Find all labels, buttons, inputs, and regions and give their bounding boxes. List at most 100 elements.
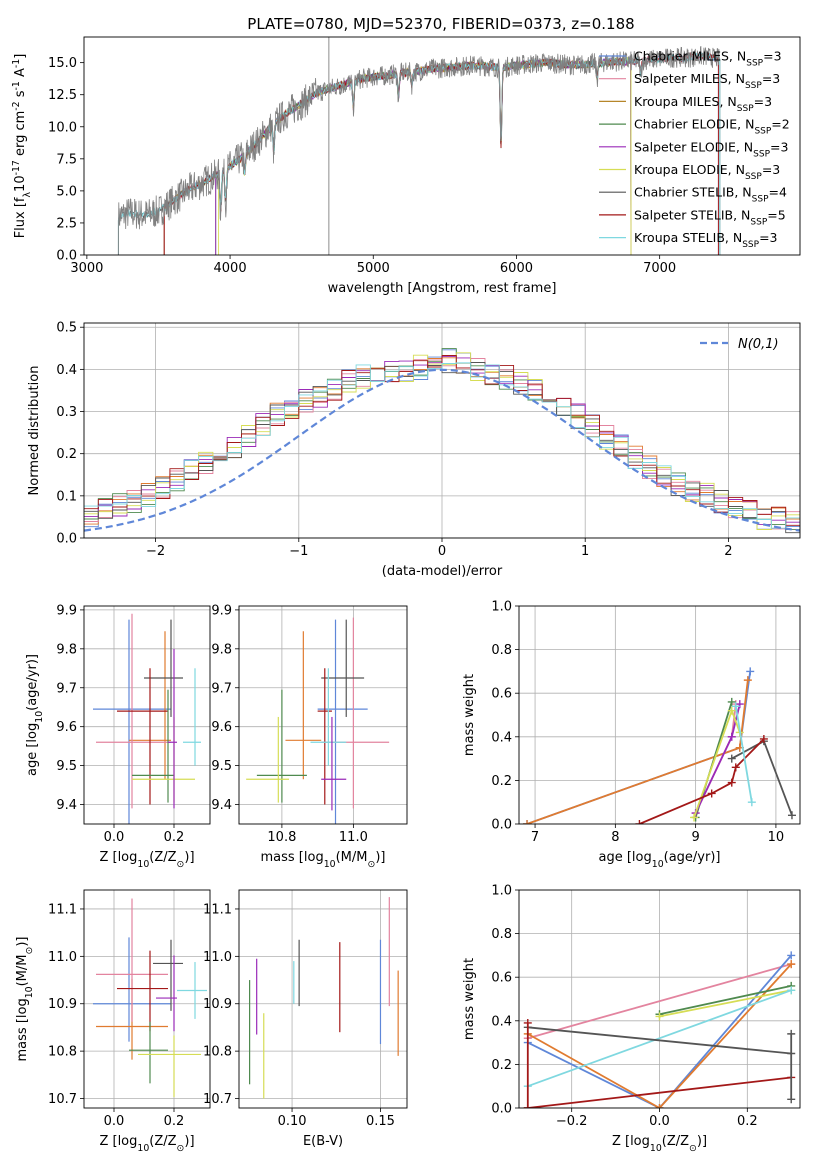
- errorbar-point: [96, 898, 168, 1022]
- errorbar-point: [132, 689, 174, 803]
- y-tick-label: 0.2: [491, 774, 512, 789]
- y-axis-label: Flux [fλ10-17 erg cm-2 s-1 A-1]: [11, 54, 33, 239]
- y-tick-label: 9.5: [211, 759, 232, 774]
- series-line: [527, 963, 792, 1108]
- series-marker: [759, 734, 768, 743]
- x-tick-label: −1: [289, 544, 308, 559]
- axes-frame: [83, 605, 211, 825]
- y-tick-label: 0.2: [56, 447, 77, 462]
- y-tick-label: 0.4: [491, 1014, 512, 1029]
- y-axis-label: Normed distribution: [27, 366, 42, 496]
- axes-frame: [83, 36, 801, 256]
- errorbar-point: [177, 962, 207, 1019]
- x-tick-label: 0.2: [164, 1114, 185, 1129]
- x-axis-label: E(B-V): [303, 1134, 343, 1149]
- series-marker: [747, 798, 756, 807]
- legend: N(0,1): [700, 337, 779, 352]
- y-tick-label: 9.9: [211, 603, 232, 618]
- errorbar-point: [317, 619, 368, 824]
- y-tick-label: 9.8: [211, 642, 232, 657]
- y-tick-label: 1.0: [491, 600, 512, 615]
- axes-frame: [238, 605, 408, 825]
- series-marker: [743, 676, 752, 685]
- x-tick-label: 0.0: [104, 1114, 125, 1129]
- normal-curve: [84, 368, 800, 532]
- x-tick-label: 7000: [643, 261, 676, 276]
- figure-title: PLATE=0780, MJD=52370, FIBERID=0373, z=0…: [247, 15, 634, 33]
- errorbar-point: [317, 668, 332, 805]
- y-tick-label: 9.6: [56, 720, 77, 735]
- series-marker: [655, 1104, 664, 1108]
- errorbar-point: [285, 631, 322, 780]
- y-tick-label: 7.5: [56, 152, 77, 167]
- x-tick-label: 2: [724, 544, 732, 559]
- errorbar-point: [138, 1035, 201, 1098]
- errorbar-point: [168, 648, 177, 809]
- y-tick-label: 11.1: [48, 902, 77, 917]
- axes-age_vs_mass: 10.8 11.0 9.4 9.5 9.6 9.7 9.8 9.9 mass [log10(M/…: [211, 603, 408, 870]
- legend-label: Chabrier ELODIE, NSSP=2: [634, 117, 790, 137]
- plot-area: [84, 606, 210, 824]
- axes-residuals: −2 −1 0 1 2 0.0 0.1 0.2 0.3 0.4 0.5 (data-model)/er…: [27, 321, 801, 579]
- x-axis-label: (data-model)/error: [382, 564, 503, 579]
- x-axis-label: Z [log10(Z/Z⊙)]: [99, 850, 194, 870]
- axes-mass_vs_Z: 0.0 0.2 10.7 10.8 10.9 11.0 11.1 Z [log10(Z/Z⊙)…: [15, 889, 211, 1154]
- series-line: [734, 706, 753, 803]
- series-marker: [655, 1012, 664, 1021]
- axes-spectrum: 3000 4000 5000 6000 7000 0.0 2.5 5.0 7.5 10.0 12.5…: [11, 36, 801, 296]
- series-marker: [787, 811, 796, 820]
- errorbar-point: [310, 668, 347, 766]
- y-tick-label: 9.9: [56, 603, 77, 618]
- residual-histogram-line: [84, 362, 800, 534]
- x-tick-label: 0.10: [278, 1114, 307, 1129]
- axes-mass_vs_EBV: 0.10 0.15 10.7 10.8 10.9 11.0 11.1 E(B-V): [203, 889, 408, 1149]
- y-tick-label: 0.4: [56, 363, 77, 378]
- errorbar-point: [156, 955, 177, 1032]
- series-line: [659, 985, 792, 1016]
- series-marker: [727, 732, 736, 741]
- axes-weight_vs_Z: −0.2 0.0 0.2 0.0 0.2 0.4 0.6 0.8 1.0 Z [log10(Z/Z…: [462, 884, 801, 1154]
- axes-frame: [83, 889, 211, 1109]
- x-tick-label: 1: [581, 544, 589, 559]
- y-tick-label: 9.4: [211, 798, 232, 813]
- residual-histogram-line: [84, 362, 800, 534]
- y-tick-label: 0.0: [491, 1102, 512, 1117]
- y-tick-label: 9.5: [56, 759, 77, 774]
- series-marker: [707, 789, 716, 798]
- x-tick-label: 7: [531, 830, 539, 845]
- series-line: [527, 1026, 792, 1055]
- y-tick-label: 0.2: [491, 1058, 512, 1073]
- plot-area: [239, 890, 407, 1108]
- series-marker: [735, 700, 744, 709]
- y-tick-label: 0.8: [491, 927, 512, 942]
- x-tick-label: 3000: [70, 261, 103, 276]
- x-axis-label: age [log10(age/yr)]: [599, 850, 721, 870]
- errorbar-point: [183, 668, 201, 766]
- x-axis-label: Z [log10(Z/Z⊙)]: [612, 1134, 707, 1154]
- plot-area: [519, 890, 800, 1108]
- y-tick-label: 11.0: [203, 950, 232, 965]
- x-tick-label: −0.2: [556, 1114, 588, 1129]
- series-line: [527, 1076, 792, 1108]
- axes-frame: [238, 889, 408, 1109]
- y-tick-label: 10.7: [203, 1092, 232, 1107]
- x-axis-label: Z [log10(Z/Z⊙)]: [99, 1134, 194, 1154]
- errorbar-point: [129, 1021, 168, 1084]
- legend-label: Salpeter MILES, NSSP=3: [634, 71, 780, 91]
- x-tick-label: 10: [768, 830, 785, 845]
- x-tick-label: 11.0: [339, 830, 368, 845]
- series-line: [659, 989, 792, 1018]
- plot-area: [117, 37, 721, 255]
- y-tick-label: 10.8: [48, 1045, 77, 1060]
- x-tick-label: 4000: [214, 261, 247, 276]
- series-marker: [727, 706, 736, 715]
- y-tick-label: 10.9: [203, 997, 232, 1012]
- x-tick-label: 0.15: [366, 1114, 395, 1129]
- series-marker: [523, 820, 532, 824]
- legend-label: Kroupa MILES, NSSP=3: [634, 94, 772, 114]
- legend-label: Salpeter ELODIE, NSSP=3: [634, 139, 788, 159]
- y-axis-label: age [log10(age/yr)]: [25, 654, 45, 776]
- axes-weight_vs_age: 7 8 9 10 0.0 0.2 0.4 0.6 0.8 1.0 age [log10(age/yr…: [462, 600, 801, 870]
